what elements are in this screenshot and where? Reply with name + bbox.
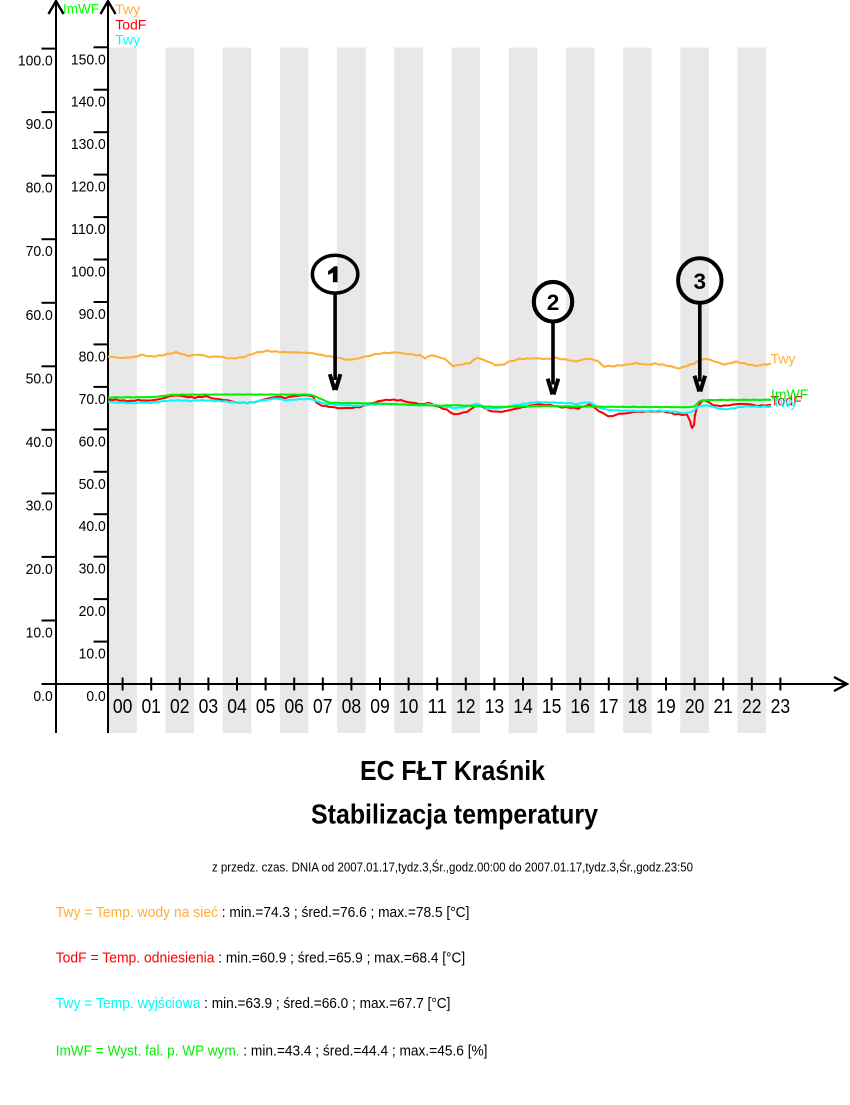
svg-text:80.0: 80.0 [79, 348, 106, 365]
svg-text:17: 17 [599, 696, 619, 718]
svg-text:03: 03 [199, 696, 219, 718]
svg-text:22: 22 [742, 696, 762, 718]
svg-text:18: 18 [628, 696, 648, 718]
svg-text:16: 16 [570, 696, 590, 718]
svg-text:50.0: 50.0 [26, 370, 53, 387]
svg-text:12: 12 [456, 696, 476, 718]
svg-text:3: 3 [694, 269, 707, 294]
svg-text:14: 14 [513, 696, 533, 718]
svg-text:20.0: 20.0 [26, 561, 53, 578]
svg-text:Twy: Twy [773, 394, 798, 410]
svg-text:20: 20 [685, 696, 705, 718]
svg-text:Twy = Temp. wyjściowa : min.=6: Twy = Temp. wyjściowa : min.=63.9 ; śred… [56, 996, 451, 1012]
svg-text:15: 15 [542, 696, 562, 718]
svg-text:z przedz. czas. DNIA od 2007.0: z przedz. czas. DNIA od 2007.01.17,tydz.… [212, 859, 693, 874]
svg-text:0.0: 0.0 [86, 688, 105, 705]
svg-text:10.0: 10.0 [26, 625, 53, 642]
svg-text:00: 00 [113, 696, 133, 718]
svg-text:60.0: 60.0 [79, 433, 106, 450]
svg-text:110.0: 110.0 [71, 221, 106, 238]
svg-text:01: 01 [141, 696, 161, 718]
svg-text:150.0: 150.0 [71, 51, 106, 68]
svg-text:ImWF: ImWF [771, 386, 808, 402]
svg-text:120.0: 120.0 [71, 179, 106, 196]
svg-text:70.0: 70.0 [79, 391, 106, 408]
svg-text:40.0: 40.0 [26, 434, 53, 451]
svg-text:70.0: 70.0 [26, 243, 53, 260]
svg-text:90.0: 90.0 [79, 306, 106, 323]
svg-text:08: 08 [342, 696, 362, 718]
svg-text:40.0: 40.0 [79, 518, 106, 535]
svg-text:Twy: Twy [115, 32, 140, 48]
svg-text:100.0: 100.0 [71, 264, 106, 281]
svg-text:10.0: 10.0 [79, 646, 106, 663]
svg-text:TodF = Temp. odniesienia : min: TodF = Temp. odniesienia : min.=60.9 ; ś… [56, 951, 466, 967]
svg-text:04: 04 [227, 696, 247, 718]
svg-text:30.0: 30.0 [26, 497, 53, 514]
svg-text:80.0: 80.0 [26, 180, 53, 197]
svg-text:13: 13 [485, 696, 505, 718]
svg-text:90.0: 90.0 [26, 116, 53, 133]
svg-text:Twy = Temp. wody na sieć : min: Twy = Temp. wody na sieć : min.=74.3 ; ś… [56, 905, 470, 921]
svg-text:TodF: TodF [771, 393, 802, 409]
svg-text:140.0: 140.0 [71, 94, 106, 111]
svg-text:60.0: 60.0 [26, 307, 53, 324]
svg-text:TodF: TodF [115, 16, 146, 32]
svg-text:100.0: 100.0 [18, 53, 53, 70]
svg-text:50.0: 50.0 [79, 476, 106, 493]
svg-text:Stabilizacja temperatury: Stabilizacja temperatury [311, 799, 598, 830]
svg-text:06: 06 [284, 696, 304, 718]
svg-text:ImWF: ImWF [63, 2, 99, 17]
svg-text:10: 10 [399, 696, 419, 718]
svg-text:09: 09 [370, 696, 390, 718]
svg-text:23: 23 [771, 696, 791, 718]
svg-text:02: 02 [170, 696, 190, 718]
svg-text:130.0: 130.0 [71, 136, 106, 153]
svg-text:21: 21 [713, 696, 733, 718]
svg-text:0.0: 0.0 [33, 688, 52, 705]
svg-text:EC FŁT Kraśnik: EC FŁT Kraśnik [360, 755, 545, 786]
svg-text:Twy: Twy [771, 351, 796, 367]
svg-text:19: 19 [656, 696, 676, 718]
svg-text:11: 11 [427, 696, 447, 718]
svg-text:20.0: 20.0 [79, 603, 106, 620]
svg-text:07: 07 [313, 696, 333, 718]
svg-text:2: 2 [547, 290, 560, 315]
svg-text:ImWF = Wyst. fal. p. WP wym. :: ImWF = Wyst. fal. p. WP wym. : min.=43.4… [56, 1043, 488, 1059]
svg-text:05: 05 [256, 696, 276, 718]
svg-text:30.0: 30.0 [79, 561, 106, 578]
svg-text:Twy: Twy [115, 1, 140, 17]
